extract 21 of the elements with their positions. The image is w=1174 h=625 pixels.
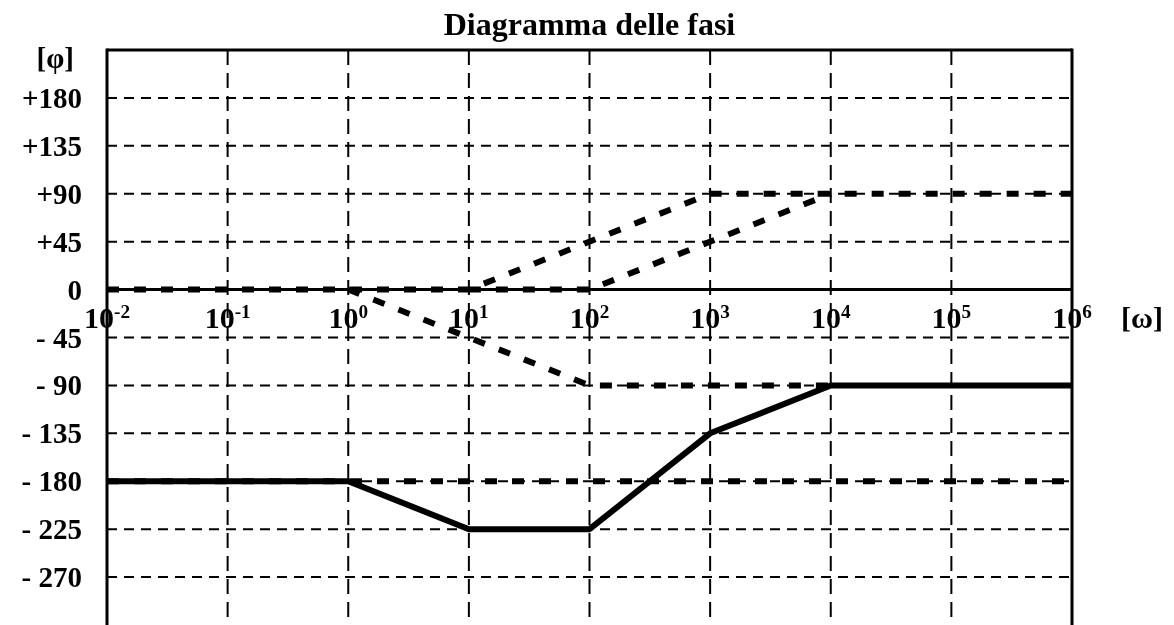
x-axis-title: [ω] xyxy=(1121,300,1163,334)
y-tick-label: +90 xyxy=(36,177,82,210)
y-tick-label: - 90 xyxy=(36,369,82,402)
x-tick-label: 10$^{4}$ xyxy=(810,300,851,334)
y-tick-label: - 180 xyxy=(21,465,82,498)
x-tick-label: 10$^{-1}$ xyxy=(204,300,251,334)
y-tick-label: +135 xyxy=(21,129,82,162)
y-axis-title: [φ] xyxy=(36,42,74,74)
x-tick-label: 10$^{0}$ xyxy=(328,300,369,334)
x-tick-label: 10$^{2}$ xyxy=(569,300,610,334)
y-tick-label: +180 xyxy=(21,81,82,114)
y-tick-label: - 135 xyxy=(21,417,82,450)
y-tick-label: - 270 xyxy=(21,561,82,594)
y-tick-label: - 45 xyxy=(36,321,82,354)
y-tick-label: 0 xyxy=(67,273,82,306)
x-tick-label: 10$^{5}$ xyxy=(931,300,972,334)
y-tick-label: +45 xyxy=(36,225,82,258)
y-tick-label: - 225 xyxy=(21,513,82,546)
x-tick-label: 10$^{3}$ xyxy=(690,300,730,334)
x-tick-label: 10$^{1}$ xyxy=(449,300,489,334)
chart-title: Diagramma delle fasi xyxy=(443,6,736,42)
